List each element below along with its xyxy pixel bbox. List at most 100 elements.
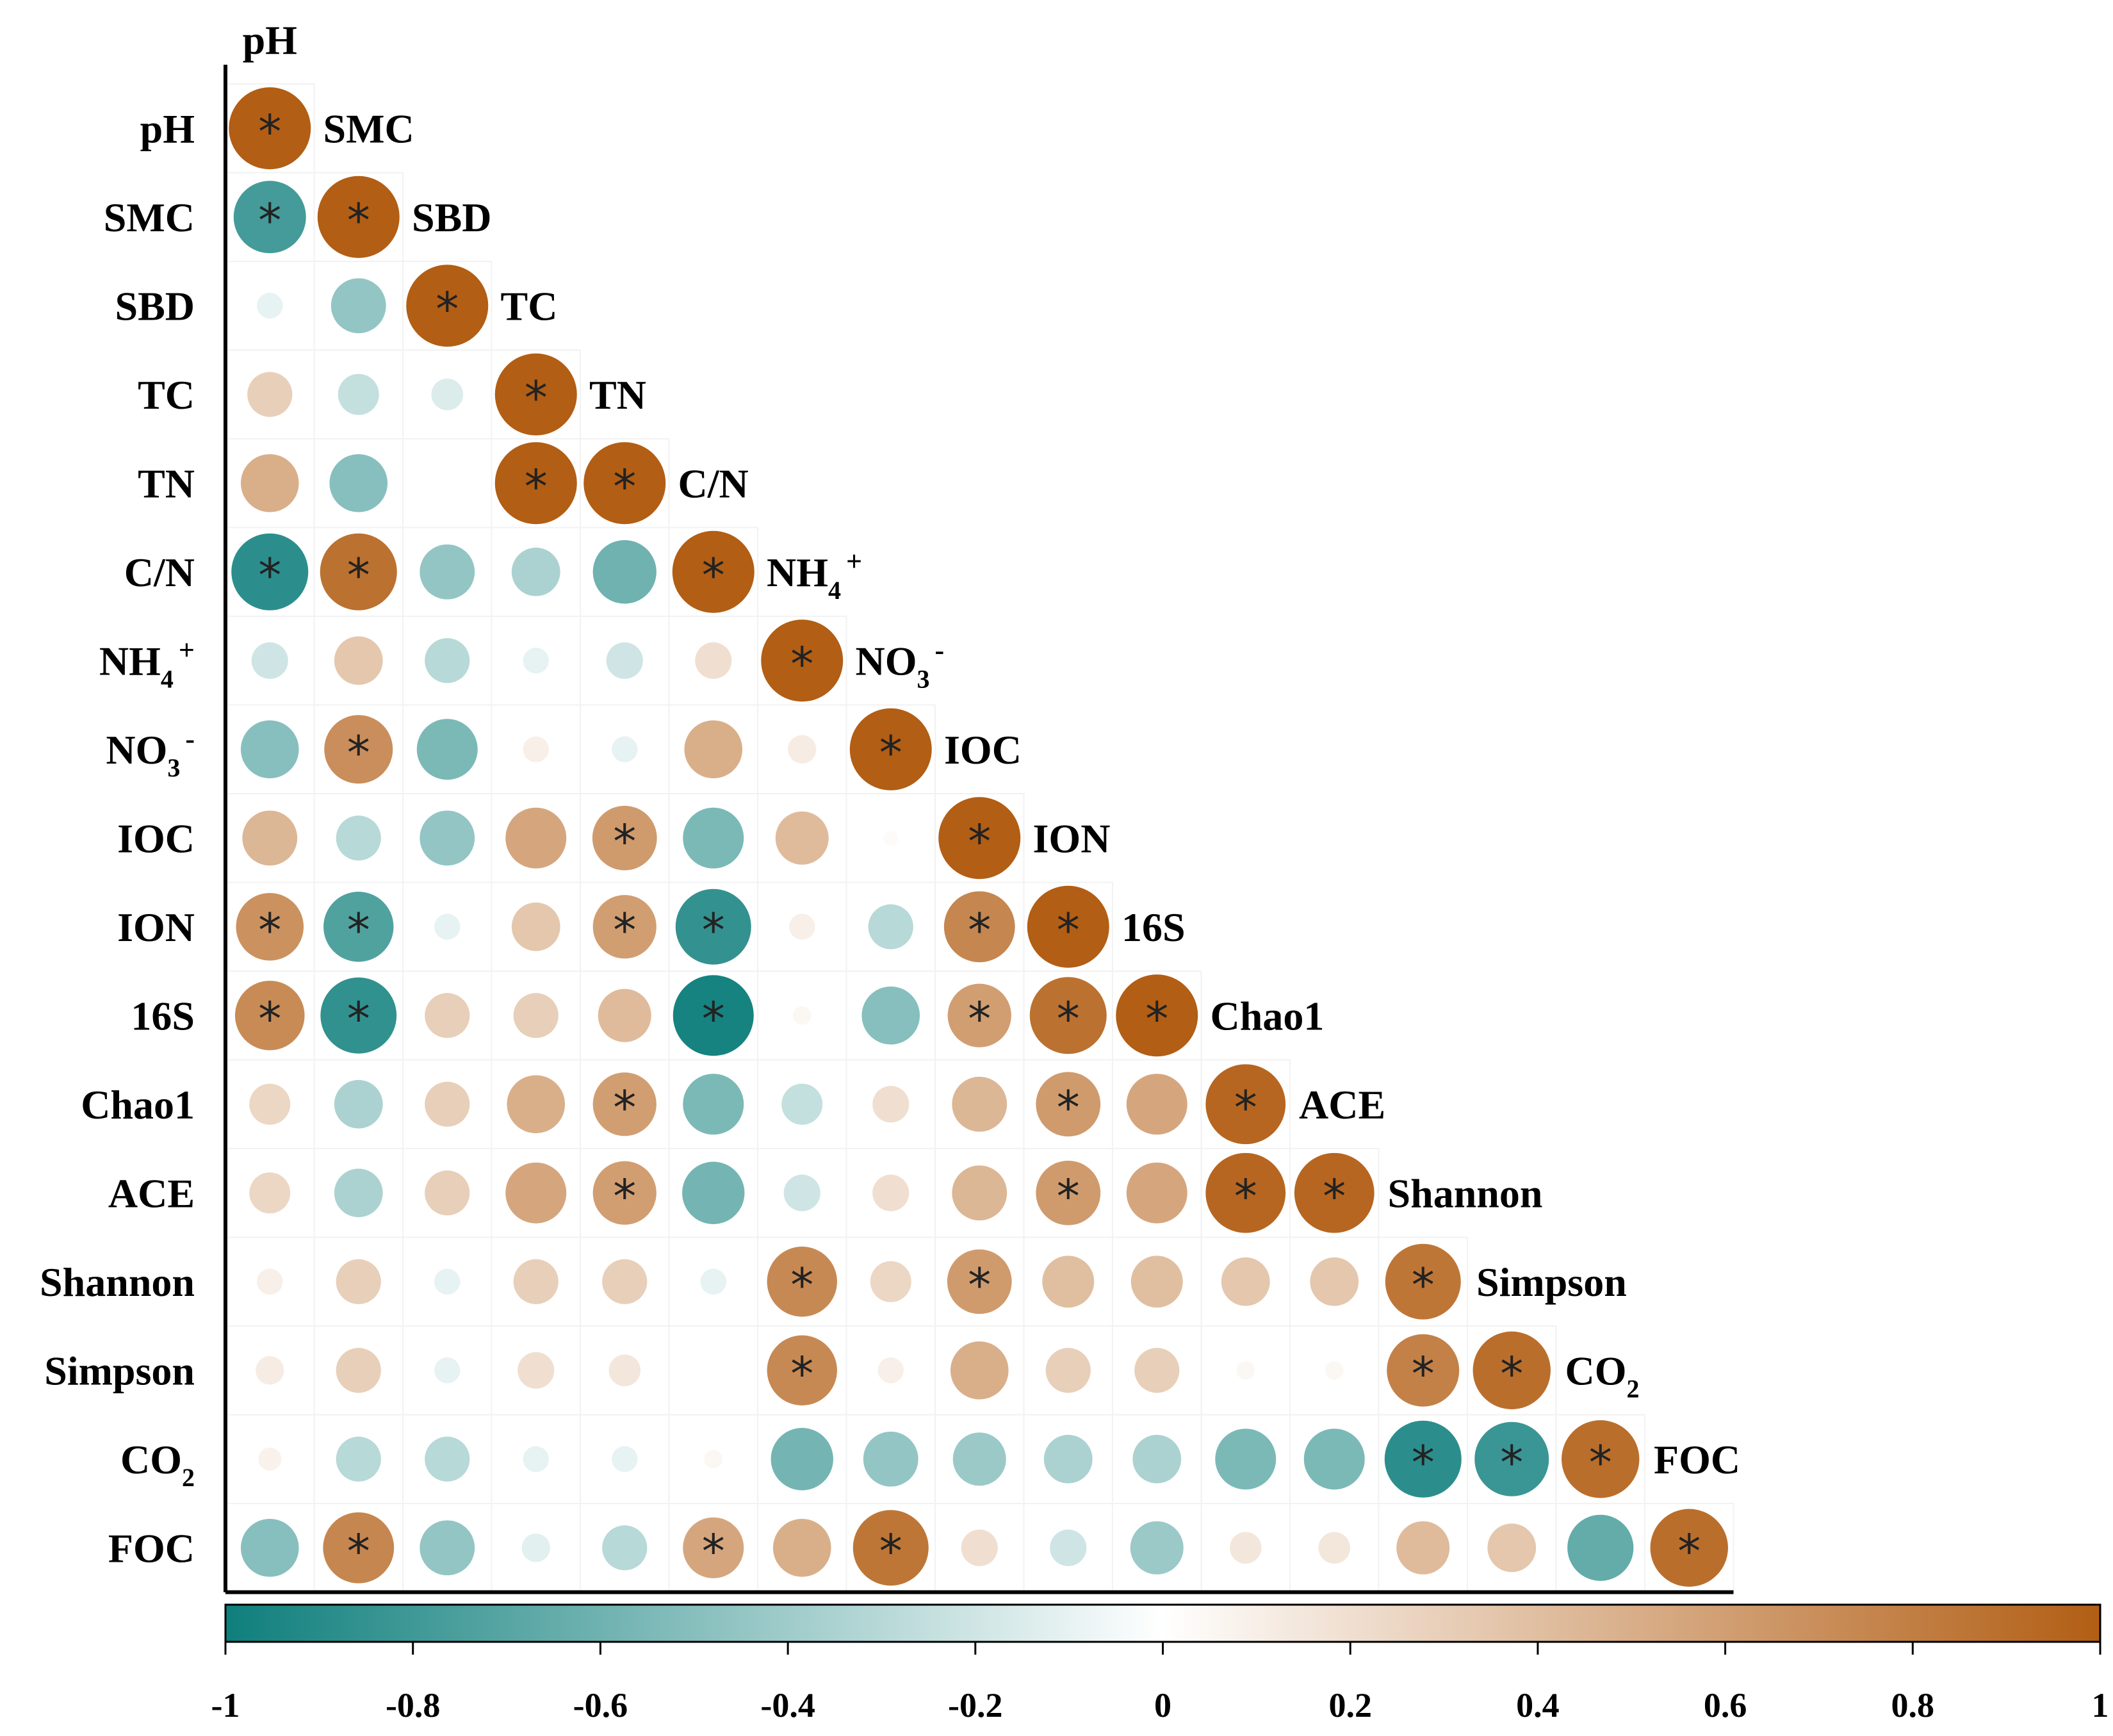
- corr-circle-5-5: [672, 530, 755, 613]
- corr-circle-2-2: [406, 265, 489, 347]
- corr-circle-15-13: [1384, 1420, 1462, 1498]
- corr-circle-9-3: [511, 902, 560, 951]
- col-label-0: pH: [243, 17, 297, 63]
- col-label-15: CO2: [1565, 1348, 1640, 1403]
- corr-circle-0-0: [229, 87, 311, 170]
- col-label-13: Shannon: [1388, 1170, 1543, 1216]
- corr-circle-7-4: [612, 736, 638, 762]
- corr-circle-14-7: [877, 1357, 904, 1384]
- significance-marker-13-6: *: [790, 1258, 813, 1312]
- colorbar-tick-label-9: 0.8: [1891, 1686, 1935, 1724]
- col-label-11: Chao1: [1211, 993, 1325, 1038]
- corr-circle-5-2: [420, 544, 475, 600]
- corr-circle-10-4: [598, 988, 651, 1042]
- row-label-10: 16S: [131, 993, 195, 1038]
- corr-circle-11-6: [781, 1083, 823, 1125]
- corr-circle-14-3: [518, 1352, 555, 1389]
- corr-circle-9-8: [943, 891, 1015, 963]
- corr-circle-10-5: [673, 975, 754, 1056]
- significance-marker-8-8: *: [968, 814, 991, 868]
- corr-circle-15-15: [1562, 1420, 1640, 1498]
- significance-marker-9-8: *: [968, 903, 991, 957]
- corr-circle-15-9: [1043, 1434, 1093, 1484]
- corr-circle-12-5: [682, 1161, 745, 1224]
- corr-circle-8-2: [420, 810, 475, 866]
- corr-circle-13-5: [700, 1268, 726, 1295]
- corr-circle-11-10: [1126, 1074, 1187, 1135]
- corr-circle-16-3: [521, 1534, 550, 1562]
- colorbar-tick-label-3: -0.4: [760, 1686, 815, 1724]
- col-label-3: TC: [501, 283, 558, 329]
- corr-circle-5-3: [511, 547, 560, 596]
- corr-circle-9-6: [789, 913, 815, 940]
- corr-circle-16-7: [853, 1510, 929, 1586]
- significance-marker-13-8: *: [968, 1258, 991, 1312]
- row-label-6: NH4+: [99, 634, 195, 693]
- corr-circle-10-8: [947, 983, 1011, 1047]
- corr-circle-11-8: [952, 1076, 1008, 1132]
- significance-marker-10-0: *: [258, 992, 281, 1045]
- corr-circle-8-4: [592, 805, 657, 871]
- significance-marker-4-4: *: [613, 459, 636, 513]
- corr-circle-11-2: [425, 1081, 470, 1127]
- corr-circle-12-1: [334, 1168, 383, 1218]
- col-label-8: IOC: [944, 727, 1022, 773]
- corr-circle-12-11: [1205, 1152, 1286, 1233]
- significance-marker-1-1: *: [347, 193, 370, 247]
- corr-circle-16-1: [323, 1512, 395, 1584]
- corr-circle-7-7: [849, 708, 932, 790]
- corr-circle-14-6: [767, 1335, 837, 1405]
- significance-marker-6-6: *: [790, 637, 813, 691]
- corr-circle-3-3: [494, 353, 577, 436]
- corr-circle-12-8: [952, 1165, 1008, 1221]
- col-label-2: SBD: [412, 195, 492, 240]
- corr-circle-10-2: [425, 993, 470, 1038]
- corr-circle-6-1: [334, 636, 383, 685]
- corr-circle-3-2: [431, 378, 464, 411]
- corr-circle-12-10: [1126, 1162, 1187, 1224]
- corr-circle-12-2: [425, 1170, 470, 1216]
- corr-circle-9-7: [868, 904, 913, 949]
- corr-circle-14-11: [1236, 1361, 1255, 1380]
- corr-circle-10-7: [861, 986, 920, 1045]
- significance-marker-16-1: *: [347, 1524, 370, 1578]
- corr-circle-11-5: [683, 1074, 744, 1135]
- corr-circle-6-6: [761, 619, 844, 702]
- corr-circle-11-1: [334, 1079, 383, 1129]
- significance-marker-9-0: *: [258, 903, 281, 957]
- colorbar-tick-label-6: 0.2: [1328, 1686, 1372, 1724]
- corr-circle-12-3: [505, 1162, 567, 1224]
- row-label-4: TN: [138, 461, 195, 506]
- corr-circle-15-5: [704, 1450, 723, 1469]
- corr-circle-1-1: [317, 176, 400, 258]
- significance-marker-10-5: *: [702, 992, 725, 1045]
- significance-marker-5-1: *: [347, 548, 370, 602]
- row-label-9: ION: [117, 905, 195, 950]
- corr-circle-15-8: [952, 1432, 1006, 1486]
- significance-marker-9-9: *: [1057, 903, 1080, 957]
- significance-marker-5-0: *: [258, 548, 281, 602]
- corr-circle-11-7: [872, 1086, 910, 1123]
- matrix-axes: [224, 65, 1734, 1594]
- row-label-5: C/N: [124, 550, 195, 595]
- corr-circle-14-4: [608, 1354, 641, 1387]
- corr-circle-13-8: [947, 1249, 1012, 1314]
- corr-circle-12-4: [592, 1161, 657, 1225]
- corr-circle-4-3: [494, 442, 577, 525]
- corr-circle-16-5: [683, 1517, 744, 1578]
- corr-circle-8-8: [938, 797, 1021, 880]
- corr-circle-16-8: [961, 1529, 998, 1566]
- corr-circle-13-2: [434, 1268, 461, 1295]
- corr-circle-15-11: [1215, 1429, 1277, 1490]
- significance-marker-13-13: *: [1412, 1258, 1435, 1312]
- corr-circle-10-9: [1029, 977, 1107, 1054]
- significance-marker-7-7: *: [879, 726, 902, 780]
- corr-circle-16-15: [1567, 1514, 1634, 1581]
- cell-4-2: [402, 438, 493, 528]
- corr-circle-6-2: [425, 638, 470, 684]
- corr-circle-2-1: [330, 278, 386, 334]
- corr-circle-12-0: [249, 1172, 291, 1214]
- col-label-16: FOC: [1654, 1437, 1740, 1482]
- corr-circle-16-16: [1650, 1509, 1728, 1587]
- row-label-7: NO3-: [106, 723, 195, 782]
